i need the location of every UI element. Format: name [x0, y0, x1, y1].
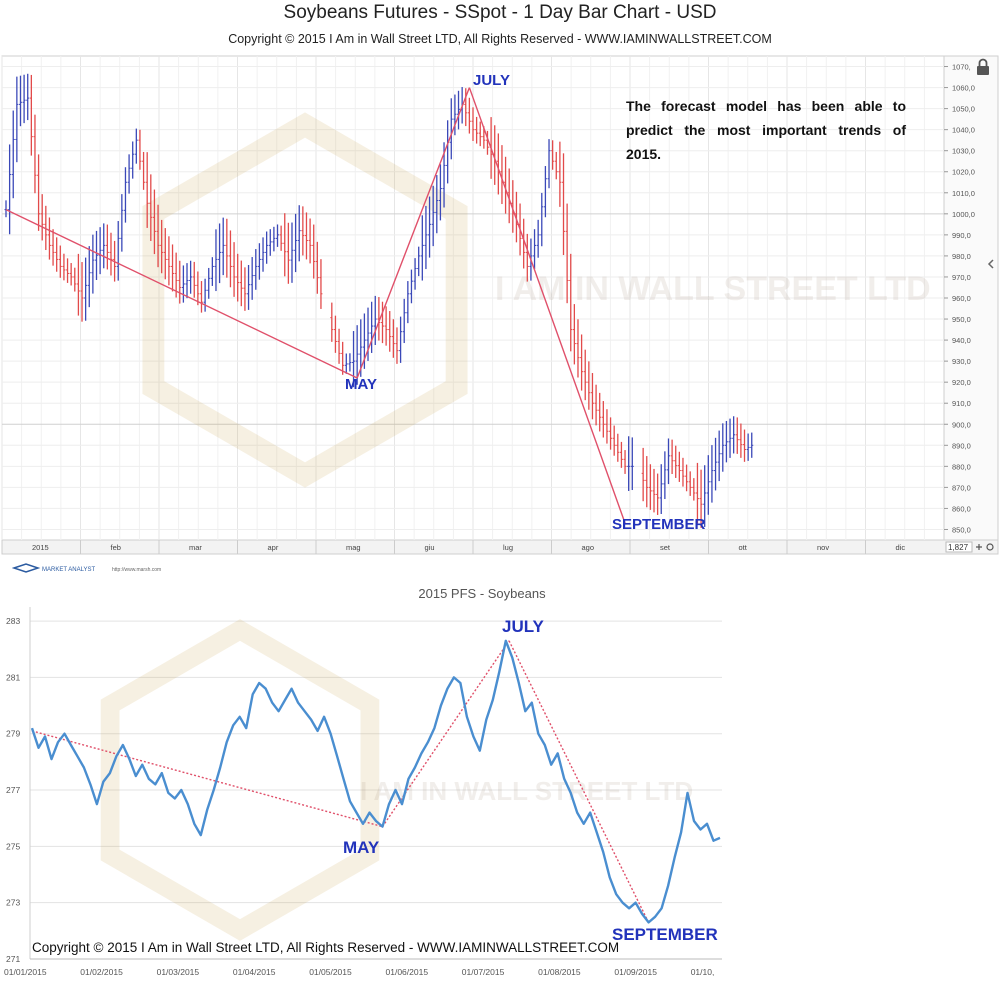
x-tick-label: apr [268, 543, 279, 552]
y-tick-label: 870,0 [952, 483, 971, 492]
label-september-top: SEPTEMBER [612, 516, 706, 533]
chart-title: Soybeans Futures - SSpot - 1 Day Bar Cha… [283, 2, 717, 23]
x-tick-label: 01/09/2015 [614, 967, 657, 977]
trend-line-segment [31, 730, 383, 828]
y-tick-label: 1060,0 [952, 84, 975, 93]
x-tick-label: set [660, 543, 671, 552]
x-tick-label: lug [503, 543, 513, 552]
y-tick-label: 283 [6, 616, 20, 626]
y-tick-label: 273 [6, 898, 20, 908]
lock-icon[interactable] [977, 58, 989, 76]
y-tick-label: 1010,0 [952, 189, 975, 198]
pfs-chart-title: 2015 PFS - Soybeans [418, 586, 546, 601]
bar-chart-grid [1, 56, 944, 540]
bar-chart-axis-bar [1, 539, 999, 555]
settings-icon[interactable] [986, 543, 994, 551]
y-tick-label: 279 [6, 729, 20, 739]
x-tick-label: 01/02/2015 [80, 967, 123, 977]
market-analyst-logo-text: MARKET ANALYST [42, 567, 95, 573]
ohlc-bars [4, 73, 754, 528]
y-tick-label: 281 [6, 672, 20, 682]
forecast-note: The forecast model has been able to pred… [626, 98, 906, 162]
x-tick-label: 01/06/2015 [386, 967, 429, 977]
y-tick-label: 930,0 [952, 357, 971, 366]
zoom-in-icon[interactable] [976, 544, 982, 550]
watermark-text: I AM IN WALL STREET LTD [360, 776, 693, 806]
copyright-bottom: Copyright © 2015 I Am in Wall Street LTD… [32, 940, 620, 955]
y-tick-label: 1040,0 [952, 126, 975, 135]
trend-line-segment [356, 87, 471, 379]
x-tick-label: 01/05/2015 [309, 967, 352, 977]
bar-chart-y-ticks: 850,0 860,0 870,0 880,0 890,0 900,0 910,0 920,0… [944, 63, 975, 534]
y-tick-label: 1030,0 [952, 147, 975, 156]
x-tick-label: 01/04/2015 [233, 967, 276, 977]
copyright-top: Copyright © 2015 I Am in Wall Street LTD… [228, 32, 772, 46]
pfs-plot-area [30, 607, 722, 959]
trend-line-segment [468, 87, 626, 524]
y-tick-label: 275 [6, 841, 20, 851]
y-tick-label: 910,0 [952, 399, 971, 408]
y-tick-label: 277 [6, 785, 20, 795]
y-tick-label: 950,0 [952, 315, 971, 324]
y-tick-label: 1050,0 [952, 105, 975, 114]
pfs-chart-frame [30, 607, 722, 959]
y-tick-label: 890,0 [952, 441, 971, 450]
label-july-top: JULY [473, 72, 510, 89]
y-tick-label: 850,0 [952, 525, 971, 534]
y-tick-label: 920,0 [952, 378, 971, 387]
bar-chart-trend-lines [5, 87, 626, 524]
y-tick-label: 271 [6, 954, 20, 964]
y-tick-label: 900,0 [952, 420, 971, 429]
x-tick-label: 01/07/2015 [462, 967, 505, 977]
label-july-bottom: JULY [502, 617, 544, 636]
trend-line-segment [5, 208, 358, 379]
market-analyst-logo: MARKET ANALYST http://www.marsh.com [11, 561, 212, 575]
price-axis-panel [943, 55, 999, 541]
x-tick-label: 2015 [32, 543, 49, 552]
label-september-bottom: SEPTEMBER [612, 925, 718, 944]
x-tick-label: dic [896, 543, 906, 552]
pfs-x-ticks: 01/01/2015 01/02/2015 01/03/2015 01/04/2015… [4, 967, 714, 977]
market-analyst-logo-icon [11, 563, 41, 573]
x-tick-label: mag [346, 543, 361, 552]
x-tick-label: mar [189, 543, 202, 552]
label-may-top: MAY [345, 376, 377, 393]
x-tick-label: giu [425, 543, 435, 552]
y-tick-label: 960,0 [952, 294, 971, 303]
pfs-chart-grid [29, 607, 722, 960]
x-tick-label: 01/08/2015 [538, 967, 581, 977]
x-tick-label: ago [582, 543, 595, 552]
watermark-hexagon [100, 619, 380, 941]
scroll-value: 1,827 [948, 543, 969, 552]
trend-line-segment [508, 640, 650, 923]
pfs-series-line [30, 639, 721, 924]
watermark-bottom: I AM IN WALL STREET LTD [100, 619, 693, 941]
label-may-bottom: MAY [343, 838, 380, 857]
y-tick-label: 880,0 [952, 462, 971, 471]
x-tick-label: feb [111, 543, 121, 552]
y-tick-label: 1070, [952, 63, 971, 72]
scroll-controls[interactable]: 1,827 [945, 541, 994, 553]
y-tick-label: 860,0 [952, 504, 971, 513]
x-tick-label: nov [817, 543, 829, 552]
y-tick-label: 980,0 [952, 252, 971, 261]
y-tick-label: 990,0 [952, 231, 971, 240]
x-tick-label: 01/03/2015 [157, 967, 200, 977]
pfs-series [30, 639, 721, 924]
x-tick-label: 01/01/2015 [4, 967, 47, 977]
watermark-text: I AM IN WALL STREET LTD [495, 270, 931, 308]
bar-chart-x-ticks: 2015 feb mar apr mag giu lug ago set ott nov dic [1, 540, 906, 554]
collapse-panel-icon[interactable] [987, 259, 994, 269]
pfs-y-ticks: 271 273 275 277 279 281 283 [6, 616, 20, 964]
y-tick-label: 940,0 [952, 336, 971, 345]
x-tick-label: ott [739, 543, 748, 552]
market-analyst-url: http://www.marsh.com [112, 567, 161, 573]
y-tick-label: 1000,0 [952, 210, 975, 219]
y-tick-label: 1020,0 [952, 168, 975, 177]
x-tick-label: 01/10, [691, 967, 715, 977]
y-tick-label: 970,0 [952, 273, 971, 282]
watermark-hexagon [142, 112, 468, 488]
